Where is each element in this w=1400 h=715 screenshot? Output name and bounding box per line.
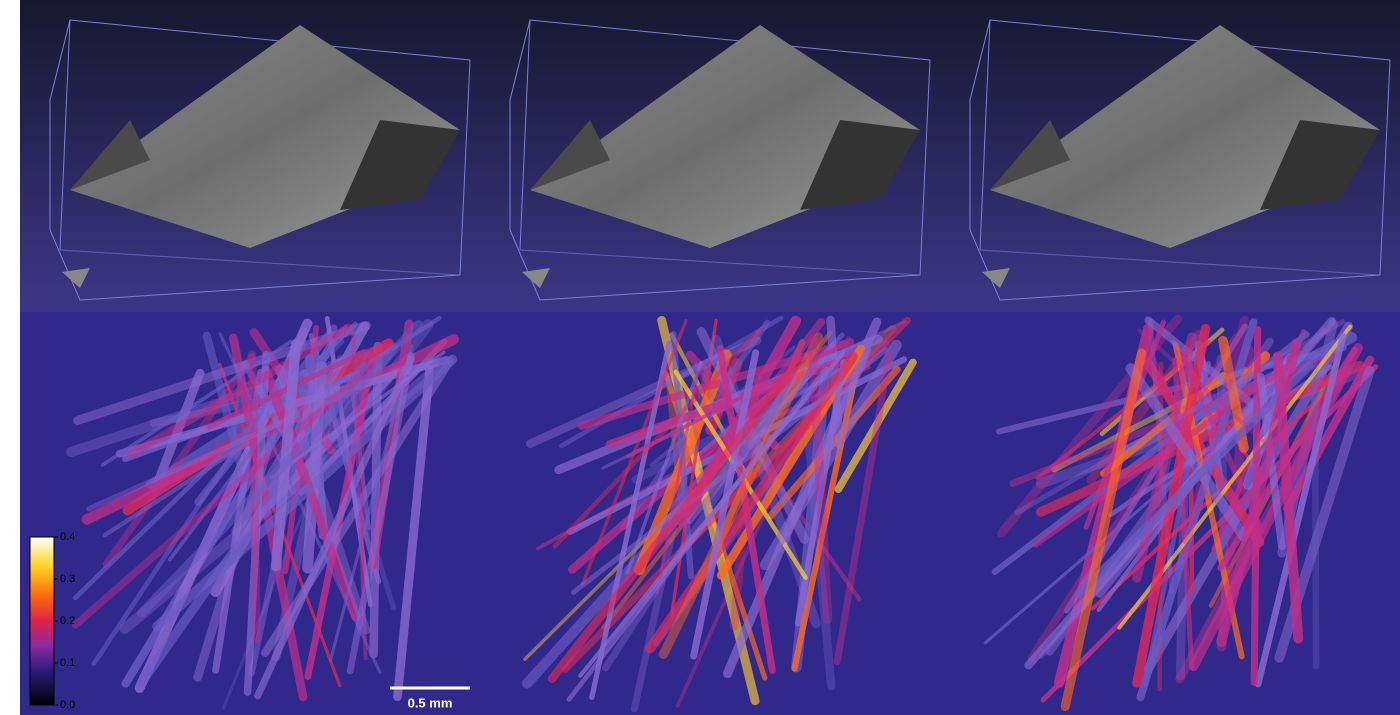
figure: 0.5 mm 0.0 0.1 0.2 0.3 0.4: [0, 0, 1400, 715]
streak: [1315, 363, 1316, 666]
colorbar: [30, 537, 54, 705]
colorbar-tick-label: 0.4: [60, 531, 75, 543]
colorbar-tick-label: 0.0: [60, 699, 75, 711]
scale-bar-label: 0.5 mm: [408, 695, 453, 710]
colorbar-tick-label: 0.3: [60, 573, 75, 585]
colorbar-tick-label: 0.2: [60, 615, 75, 627]
colorbar-tick-label: 0.1: [60, 657, 75, 669]
streak: [362, 362, 363, 588]
